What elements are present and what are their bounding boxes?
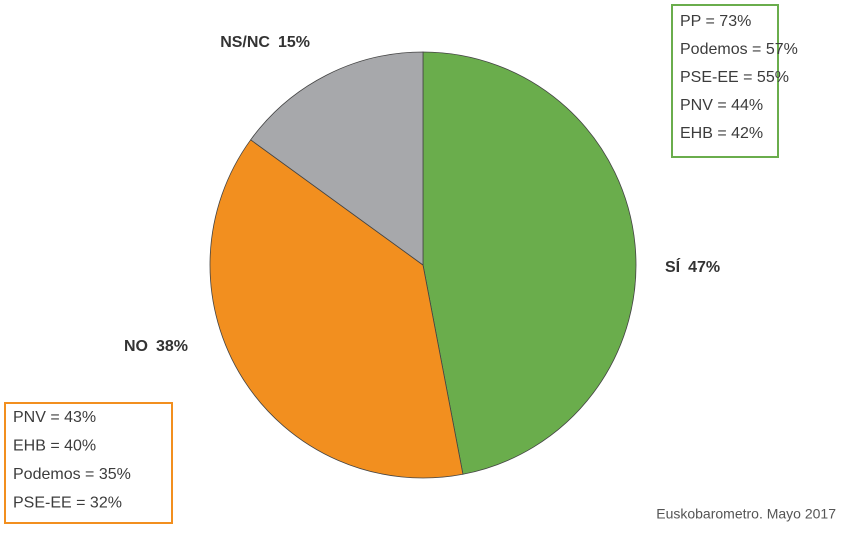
pie-slice <box>209 139 464 479</box>
slice-label: SÍ 47% <box>665 257 720 276</box>
slice-value: 15% <box>278 34 310 51</box>
annotation-line: Podemos = 35% <box>13 466 131 483</box>
pie-slice <box>250 51 424 266</box>
annotation-line: PSE-EE = 32% <box>13 495 122 512</box>
slice-label: NS/NC 15% <box>220 34 310 51</box>
annotation-line: PSE-EE = 55% <box>680 69 789 86</box>
annotation-line: PP = 73% <box>680 13 751 30</box>
slice-label: NO 38% <box>124 338 188 355</box>
annotation-line: EHB = 42% <box>680 125 763 142</box>
annotation-line: Podemos = 57% <box>680 41 798 58</box>
slice-value: 47% <box>688 259 720 276</box>
annotation-line: EHB = 40% <box>13 438 96 455</box>
slice-category: NO <box>124 338 148 355</box>
annotation-line: PNV = 43% <box>13 409 96 426</box>
annotation-box <box>671 4 779 158</box>
slice-category: NS/NC <box>220 34 270 51</box>
pie-slice <box>422 51 637 475</box>
annotation-box <box>4 402 173 524</box>
source: Euskobarometro. Mayo 2017 <box>656 506 836 522</box>
slice-value: 38% <box>156 338 188 355</box>
slice-category: SÍ <box>665 257 681 276</box>
annotation-line: PNV = 44% <box>680 97 763 114</box>
